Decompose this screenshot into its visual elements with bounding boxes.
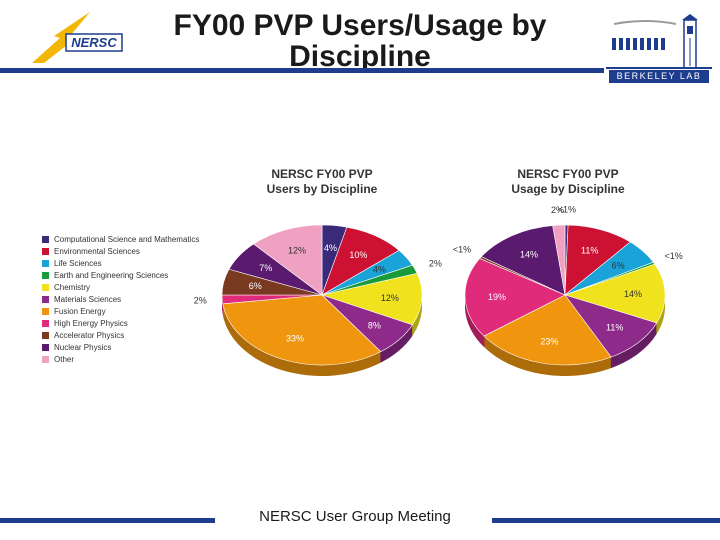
legend-item: Computational Science and Mathematics [42, 233, 199, 245]
footer-rule-right [492, 518, 720, 523]
legend-label: Materials Sciences [54, 294, 122, 304]
pie-slice-label: 6% [249, 281, 262, 291]
nersc-logo-box [65, 33, 123, 52]
nersc-logo: NERSC [32, 12, 123, 63]
chart-title-line-2: Usage by Discipline [511, 182, 625, 196]
pie-slice-label: 33% [286, 334, 304, 344]
pie-slice-label: 2% [551, 205, 564, 215]
legend-swatch [42, 247, 49, 255]
pie-slice [564, 224, 631, 296]
pie-slice [253, 224, 323, 296]
legend-swatch [42, 319, 49, 327]
pie-slice-label: 12% [381, 293, 399, 303]
pie-slice-label: 7% [259, 263, 272, 273]
legend-label: Environmental Sciences [54, 246, 140, 256]
legend-item: Materials Sciences [42, 293, 199, 305]
slide-title: FY00 PVP Users/Usage by Discipline [150, 10, 570, 72]
legend-item: Nuclear Physics [42, 341, 199, 353]
legend-label: Accelerator Physics [54, 330, 125, 340]
legend-label: Other [54, 354, 75, 364]
pie-slice [480, 225, 566, 296]
legend-item: Environmental Sciences [42, 245, 199, 257]
legend-label: Nuclear Physics [54, 342, 112, 352]
lightning-icon [32, 12, 90, 63]
pie-slice [464, 258, 566, 337]
legend-item: Accelerator Physics [42, 329, 199, 341]
pie-slice-label: <1% [665, 251, 683, 261]
pie-slice-label: 6% [612, 260, 625, 270]
legend-label: High Energy Physics [54, 318, 128, 328]
pie-slice [320, 273, 423, 326]
title-rule [0, 68, 604, 73]
legend-swatch [42, 343, 49, 351]
pie-slice-label: 14% [624, 289, 642, 299]
lbl-arc-icon [613, 20, 677, 25]
legend-label: Fusion Energy [54, 306, 106, 316]
legend-swatch [42, 307, 49, 315]
legend-item: Other [42, 353, 199, 365]
pie-slice-label: 2% [194, 295, 207, 305]
pie-slice-label: 2% [429, 259, 442, 269]
footer-rule-left [0, 518, 215, 523]
pie-slice-label: 8% [368, 320, 381, 330]
chart-title-line-2: Users by Discipline [267, 182, 378, 196]
legend-label: Earth and Engineering Sciences [54, 270, 169, 280]
chart-title-line-1: NERSC FY00 PVP [271, 167, 372, 181]
legend-item: Chemistry [42, 281, 199, 293]
pie-slice-label: 12% [288, 246, 306, 256]
pie-slice-label: 4% [324, 243, 337, 253]
legend-item: High Energy Physics [42, 317, 199, 329]
footer-text: NERSC User Group Meeting [259, 508, 451, 525]
pie-slice-label: <1% [558, 205, 576, 215]
legend-label: Life Sciences [54, 258, 102, 268]
legend-item: Life Sciences [42, 257, 199, 269]
pie-slice [222, 294, 382, 366]
legend-swatch [42, 295, 49, 303]
pie-slice-label: 23% [540, 336, 558, 346]
slide-title-line-2: Discipline [289, 40, 431, 73]
slide-title-line-1: FY00 PVP Users/Usage by [173, 9, 547, 42]
pie-slice [483, 294, 612, 366]
pie-slice [552, 224, 566, 296]
pie-slice-label: 14% [520, 250, 538, 260]
pie-slice-label: 10% [349, 250, 367, 260]
legend-label: Computational Science and Mathematics [54, 234, 200, 244]
berkeley-lab-text: BERKELEY LAB [609, 70, 709, 83]
chart-legend: Computational Science and Mathematics Env… [42, 233, 199, 365]
legend-swatch [42, 355, 49, 363]
legend-swatch [42, 271, 49, 279]
pie-slice-label: 4% [373, 264, 386, 274]
legend-item: Fusion Energy [42, 305, 199, 317]
lbl-columns-icon [612, 38, 665, 50]
pie-slice-label: 11% [606, 322, 623, 332]
nersc-logo-text: NERSC [71, 35, 117, 50]
chart-title-line-1: NERSC FY00 PVP [517, 167, 618, 181]
pie-slice-label: <1% [453, 244, 471, 254]
legend-swatch [42, 235, 49, 243]
legend-swatch [42, 283, 49, 291]
legend-item: Earth and Engineering Sciences [42, 269, 199, 281]
pie-slice-label: 11% [581, 246, 598, 256]
pie-slice [564, 263, 666, 324]
legend-swatch [42, 259, 49, 267]
legend-swatch [42, 331, 49, 339]
legend-label: Chemistry [54, 282, 91, 292]
pie-slice-label: 19% [488, 292, 506, 302]
berkeley-lab-logo [606, 14, 712, 69]
pie-slice [564, 294, 658, 358]
